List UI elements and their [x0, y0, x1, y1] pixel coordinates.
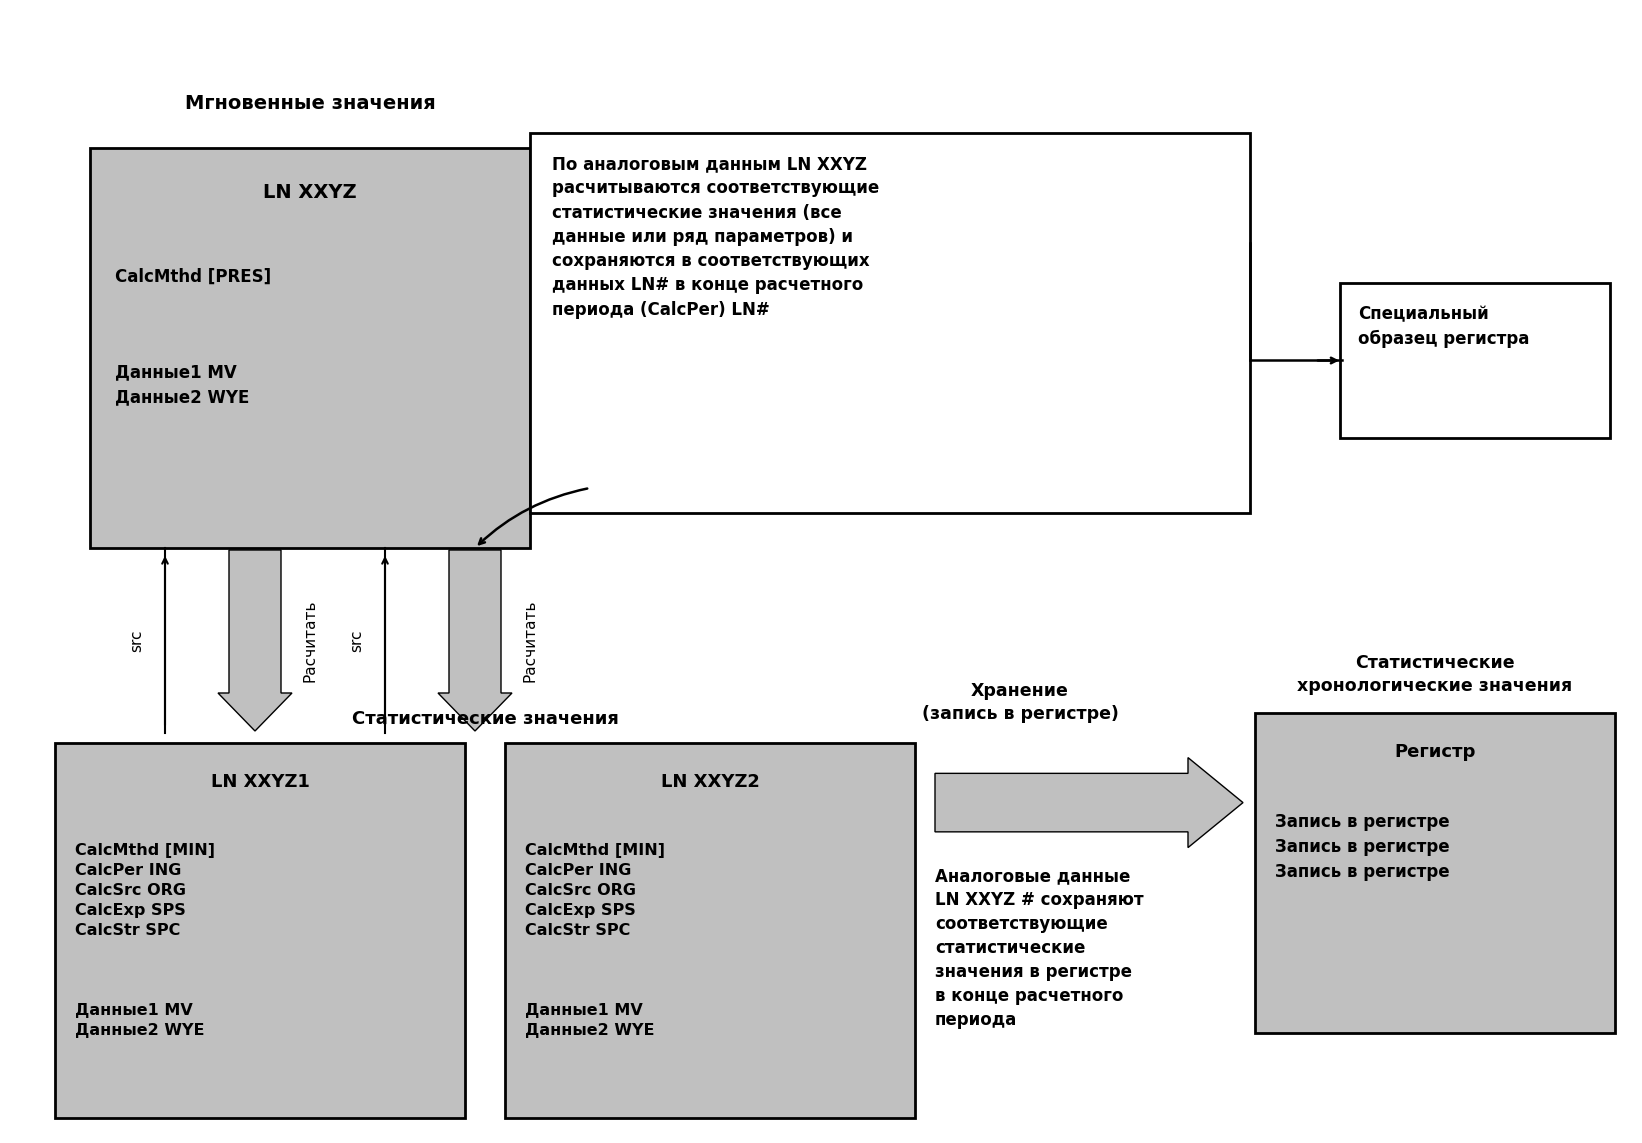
FancyArrow shape: [934, 758, 1243, 848]
Text: CalcMthd [MIN]
CalcPer ING
CalcSrc ORG
CalcExp SPS
CalcStr SPC: CalcMthd [MIN] CalcPer ING CalcSrc ORG C…: [76, 844, 215, 938]
FancyArrow shape: [438, 550, 512, 732]
Text: Аналоговые данные
LN XXYZ # сохраняют
соответствующие
статистические
значения в : Аналоговые данные LN XXYZ # сохраняют со…: [934, 868, 1143, 1029]
Text: CalcMthd [PRES]: CalcMthd [PRES]: [115, 267, 271, 286]
Text: LN XXYZ: LN XXYZ: [263, 183, 356, 202]
Text: Регистр: Регистр: [1394, 743, 1476, 761]
Text: Данные1 MV
Данные2 WYE: Данные1 MV Данные2 WYE: [525, 1004, 655, 1038]
FancyBboxPatch shape: [506, 743, 915, 1118]
Text: Расчитать: Расчитать: [522, 599, 537, 681]
FancyBboxPatch shape: [54, 743, 465, 1118]
FancyBboxPatch shape: [1254, 713, 1616, 1033]
FancyBboxPatch shape: [530, 133, 1250, 513]
Text: CalcMthd [MIN]
CalcPer ING
CalcSrc ORG
CalcExp SPS
CalcStr SPC: CalcMthd [MIN] CalcPer ING CalcSrc ORG C…: [525, 844, 665, 938]
FancyBboxPatch shape: [1340, 283, 1611, 438]
Text: Статистические
хронологические значения: Статистические хронологические значения: [1297, 654, 1573, 695]
Text: Данные1 MV
Данные2 WYE: Данные1 MV Данные2 WYE: [115, 363, 250, 406]
Text: Мгновенные значения: Мгновенные значения: [184, 94, 435, 113]
Text: Статистические значения: Статистические значения: [351, 710, 619, 728]
Text: Специальный
образец регистра: Специальный образец регистра: [1358, 305, 1529, 347]
Text: Расчитать: Расчитать: [302, 599, 317, 681]
Text: По аналоговым данным LN XXYZ
расчитываются соответствующие
статистические значен: По аналоговым данным LN XXYZ расчитывают…: [552, 155, 878, 319]
FancyArrow shape: [218, 550, 292, 732]
Text: Запись в регистре
Запись в регистре
Запись в регистре: Запись в регистре Запись в регистре Запи…: [1274, 813, 1450, 881]
Text: Данные1 MV
Данные2 WYE: Данные1 MV Данные2 WYE: [76, 1004, 205, 1038]
Text: src: src: [130, 630, 144, 652]
Text: Хранение
(запись в регистре): Хранение (запись в регистре): [921, 682, 1118, 724]
Text: src: src: [350, 630, 365, 652]
Text: LN XXYZ1: LN XXYZ1: [210, 773, 309, 791]
Text: LN XXYZ2: LN XXYZ2: [660, 773, 760, 791]
FancyBboxPatch shape: [90, 147, 530, 547]
